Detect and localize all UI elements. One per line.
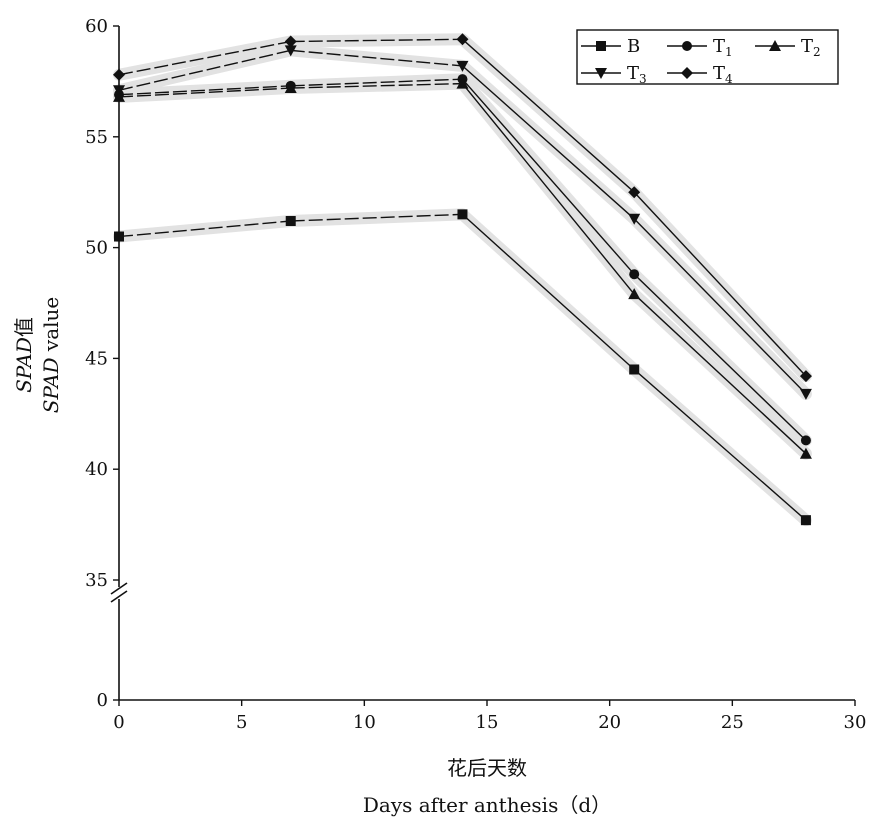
legend-label-base: T bbox=[713, 63, 725, 84]
y-tick-label: 55 bbox=[85, 127, 108, 148]
series-line-segment bbox=[290, 82, 463, 89]
series-line-segment bbox=[462, 65, 635, 220]
data-point bbox=[799, 388, 812, 400]
data-point bbox=[629, 364, 640, 375]
y-tick-label: 45 bbox=[85, 348, 108, 369]
y-tick-label: 50 bbox=[85, 238, 108, 259]
axes-layer bbox=[110, 26, 855, 701]
series-line-segment bbox=[461, 78, 635, 275]
y-axis-title-chinese: SPAD值 bbox=[12, 317, 36, 393]
legend-label: T3 bbox=[627, 63, 647, 86]
shadow-layer bbox=[113, 33, 812, 527]
series-line-segment bbox=[118, 85, 291, 96]
data-point bbox=[284, 35, 297, 48]
series-T1 bbox=[114, 74, 811, 446]
data-point bbox=[799, 447, 812, 459]
x-tick-label: 5 bbox=[236, 712, 247, 733]
y-axis-break-mark bbox=[110, 582, 128, 595]
y-tick-label: 35 bbox=[85, 570, 108, 591]
x-tick-label: 0 bbox=[113, 712, 124, 733]
data-point bbox=[456, 77, 469, 89]
series-line-segment bbox=[461, 83, 635, 295]
ticks-layer: 0 5 10 15 20 25 30 0 35 40 45 50 55 60 bbox=[85, 16, 866, 733]
y-tick-label: 0 bbox=[97, 690, 108, 711]
legend-marker bbox=[681, 67, 693, 79]
legend-item-B: B bbox=[581, 36, 640, 57]
y-axis-break-mark bbox=[110, 590, 128, 603]
legend-item-T2: T2 bbox=[755, 36, 821, 59]
legend-label-subscript: 2 bbox=[813, 45, 821, 59]
data-point bbox=[457, 209, 468, 220]
x-tick-label: 20 bbox=[598, 712, 621, 733]
legend-marker bbox=[596, 41, 606, 51]
series-line-segment bbox=[633, 273, 807, 441]
series-line-segment bbox=[118, 49, 291, 91]
data-point bbox=[629, 269, 640, 280]
y-tick-label: 60 bbox=[85, 16, 108, 37]
y-axis-title-english-italic: SPAD bbox=[39, 357, 63, 413]
series-layer bbox=[113, 33, 812, 526]
series-line-segment bbox=[290, 78, 463, 87]
y-axis-title-english: SPAD value bbox=[39, 297, 63, 414]
y-axis-title-english-suffix: value bbox=[39, 297, 63, 358]
y-axis-break bbox=[110, 582, 128, 603]
data-point bbox=[628, 186, 641, 199]
x-axis-title-english: Days after anthesis（d） bbox=[363, 793, 611, 817]
legend-label-base: T bbox=[713, 36, 725, 57]
series-line-segment bbox=[290, 213, 463, 222]
data-point bbox=[628, 213, 641, 225]
y-axis-title-chinese-suffix: 值 bbox=[12, 317, 36, 337]
series-line-segment bbox=[633, 368, 807, 521]
legend-label: T4 bbox=[713, 63, 733, 86]
series-line-segment bbox=[290, 49, 463, 67]
legend-marker bbox=[595, 68, 607, 79]
series-line-segment bbox=[633, 293, 807, 455]
x-tick-label: 15 bbox=[476, 712, 499, 733]
data-point bbox=[800, 435, 811, 446]
series-line-segment bbox=[633, 191, 807, 377]
legend-label: T1 bbox=[713, 36, 733, 59]
x-tick-label: 30 bbox=[844, 712, 867, 733]
legend-label-subscript: 1 bbox=[725, 45, 733, 59]
x-tick-label: 10 bbox=[353, 712, 376, 733]
data-point bbox=[628, 288, 641, 300]
legend-label-base: T bbox=[627, 63, 639, 84]
series-line-segment bbox=[290, 38, 463, 43]
series-line-segment bbox=[118, 220, 291, 238]
series-line-segment bbox=[462, 38, 635, 193]
legend-marker bbox=[682, 41, 692, 51]
series-line-segment bbox=[118, 40, 291, 76]
series-T3 bbox=[113, 45, 812, 400]
series-B bbox=[114, 209, 811, 526]
x-axis-title-chinese: 花后天数 bbox=[447, 756, 527, 780]
legend-label-subscript: 3 bbox=[639, 72, 647, 86]
legend-label-subscript: 4 bbox=[725, 72, 733, 86]
legend-item-T4: T4 bbox=[667, 63, 733, 86]
series-line-segment bbox=[633, 218, 807, 395]
data-point bbox=[284, 82, 297, 94]
y-axis-title-chinese-italic: SPAD bbox=[12, 337, 36, 393]
legend-label: T2 bbox=[801, 36, 821, 59]
legend-label-base: T bbox=[801, 36, 813, 57]
series-line-segment bbox=[461, 213, 635, 370]
x-tick-label: 25 bbox=[721, 712, 744, 733]
legend-label: B bbox=[627, 36, 640, 57]
legend-marker bbox=[769, 40, 781, 51]
data-point bbox=[456, 60, 469, 72]
data-point bbox=[456, 33, 469, 46]
data-point bbox=[285, 216, 296, 227]
legend-box bbox=[576, 29, 839, 85]
legend-item-T1: T1 bbox=[667, 36, 733, 59]
y-tick-label: 40 bbox=[85, 459, 108, 480]
series-line-segment bbox=[118, 87, 291, 98]
data-point bbox=[284, 45, 297, 57]
legend-item-T3: T3 bbox=[581, 63, 647, 86]
data-point bbox=[800, 515, 811, 526]
series-T2 bbox=[113, 77, 812, 459]
data-point bbox=[799, 370, 812, 383]
